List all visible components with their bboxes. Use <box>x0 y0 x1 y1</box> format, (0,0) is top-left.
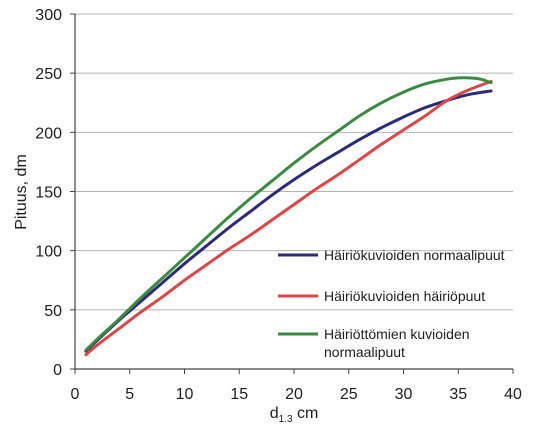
x-tick-label-5: 5 <box>125 386 134 403</box>
y-axis-label: Pituus, dm <box>13 154 30 230</box>
axes-layer <box>70 13 514 374</box>
x-axis-label: d1.3 cm <box>270 405 319 425</box>
series-line-2 <box>84 79 493 357</box>
y-tick-label-150: 150 <box>35 185 62 202</box>
series-layer <box>84 76 493 357</box>
tick-labels: 0 5 10 15 20 25 30 35 40 0 50 100 150 200 250 300 <box>35 7 522 403</box>
x-tick-label-0: 0 <box>71 386 80 403</box>
series-line-1 <box>84 89 493 353</box>
series-line-3 <box>84 76 493 352</box>
x-axis-label-main: d <box>270 405 279 422</box>
y-tick-label-0: 0 <box>53 362 62 379</box>
grid-layer <box>75 13 513 311</box>
x-tick-label-30: 30 <box>395 386 413 403</box>
x-tick-label-20: 20 <box>285 386 303 403</box>
y-tick-label-100: 100 <box>35 244 62 261</box>
legend-label-series-2: Häiriökuvioiden häiriöpuut <box>324 288 485 304</box>
x-tick-label-10: 10 <box>176 386 194 403</box>
legend-label-series-1: Häiriökuvioiden normaalipuut <box>324 247 505 263</box>
y-tick-label-200: 200 <box>35 125 62 142</box>
y-tick-label-250: 250 <box>35 66 62 83</box>
legend: Häiriökuvioiden normaalipuut Häiriökuvio… <box>278 247 505 360</box>
x-tick-label-40: 40 <box>504 386 522 403</box>
x-axis-label-subscript: 1.3 <box>279 414 293 425</box>
y-tick-label-50: 50 <box>44 303 62 320</box>
x-axis-label-unit: cm <box>293 405 319 422</box>
legend-label-series-3-line-2: normaalipuut <box>324 344 405 360</box>
x-tick-label-15: 15 <box>230 386 248 403</box>
legend-label-series-3-line-1: Häiriöttömien kuvioiden <box>324 326 470 342</box>
x-tick-label-35: 35 <box>449 386 467 403</box>
x-tick-label-25: 25 <box>340 386 358 403</box>
y-tick-label-300: 300 <box>35 7 62 24</box>
